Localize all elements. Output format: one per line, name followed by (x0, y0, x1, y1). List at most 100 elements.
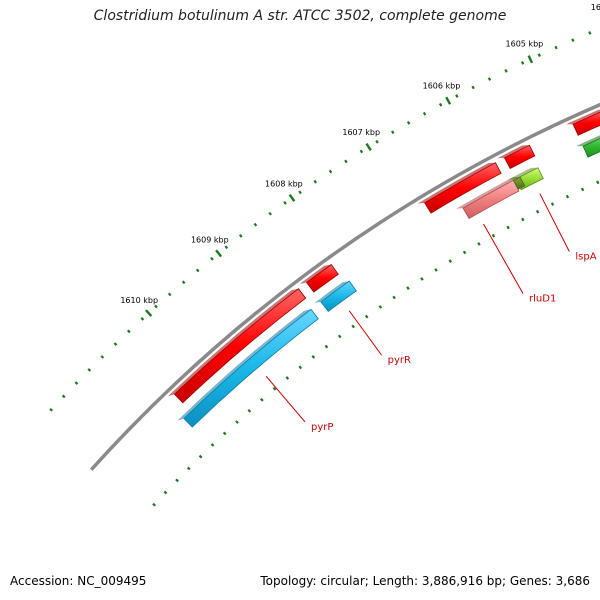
major-tick (288, 193, 296, 202)
gene-leader-line (265, 375, 306, 423)
minor-tick (167, 292, 172, 297)
tick-label: 1608 kbp (265, 180, 303, 189)
inner-tick (406, 286, 410, 290)
inner-tick (163, 490, 168, 495)
minor-tick (422, 111, 427, 116)
cog-lspa-dark (512, 176, 526, 190)
accession-text: Accession: NC_009495 (10, 574, 147, 588)
inner-tick (506, 225, 510, 230)
minor-tick (239, 234, 243, 238)
inner-tick (210, 443, 215, 447)
major-tick (527, 55, 534, 64)
tick-label: 1604 kbp (591, 3, 600, 12)
cog-rlud1-edge (456, 180, 514, 209)
cog-rlud1 (462, 179, 520, 220)
inner-tick (364, 314, 369, 319)
major-tick (445, 96, 452, 105)
minor-tick (181, 280, 186, 285)
minor-tick (520, 61, 525, 65)
inner-tick (491, 233, 496, 238)
gene-arrow-pyrr (306, 263, 339, 293)
cog-cbo1474 (582, 138, 600, 158)
inner-tick (272, 386, 277, 391)
tick-label: 1605 kbp (506, 40, 544, 49)
minor-tick (154, 304, 158, 309)
gene-leader-line (483, 223, 524, 294)
inner-tick (550, 202, 555, 206)
minor-tick (140, 317, 145, 321)
inner-tick (285, 376, 290, 380)
minor-tick (471, 85, 475, 90)
gene-arrow-rlud1 (424, 162, 502, 214)
inner-tick (298, 365, 303, 370)
inner-tick (434, 268, 438, 272)
inner-tick (152, 502, 156, 507)
gene-arrow-pyrp (173, 288, 307, 404)
inner-tick (222, 431, 227, 436)
cog-lspa-dark-edge (506, 176, 521, 181)
minor-tick (283, 201, 287, 205)
minor-tick (554, 45, 558, 50)
inner-tick (378, 305, 383, 309)
minor-tick (61, 394, 66, 399)
minor-tick (49, 408, 53, 412)
minor-tick (391, 130, 395, 135)
gene-label-lspa[interactable]: lspA (575, 252, 596, 263)
minor-tick (195, 268, 200, 273)
inner-tick (311, 355, 316, 359)
inner-tick (477, 242, 481, 246)
gene-label-pyrr[interactable]: pyrR (388, 355, 411, 366)
inner-tick (392, 295, 396, 300)
inner-tick (175, 478, 179, 483)
minor-tick (74, 381, 79, 385)
tick-label: 1609 kbp (191, 235, 229, 244)
inner-tick (260, 397, 264, 402)
minor-tick (504, 69, 508, 73)
minor-tick (87, 368, 92, 372)
tick-label: 1610 kbp (120, 296, 158, 305)
tick-label: 1606 kbp (423, 81, 461, 90)
minor-tick (268, 211, 272, 216)
minor-tick (298, 190, 302, 195)
tick-label: 1607 kbp (342, 128, 380, 137)
inner-tick (351, 324, 355, 329)
minor-tick (588, 31, 592, 35)
minor-tick (406, 121, 411, 125)
genome-stats-text: Topology: circular; Length: 3,886,916 bp… (260, 574, 590, 588)
inner-tick (448, 259, 452, 263)
minor-tick (375, 139, 379, 144)
minor-tick (359, 149, 364, 154)
gene-leader-line (348, 310, 383, 356)
inner-tick (565, 194, 570, 199)
minor-tick (537, 53, 541, 57)
minor-tick (313, 179, 317, 184)
gene-arrow-cbo1474 (572, 111, 600, 136)
gene-arrow-rlud1-edge (417, 162, 496, 204)
gene-label-pyrp[interactable]: pyrP (311, 422, 333, 433)
gene-arrow-lspa-edge (497, 145, 530, 159)
minor-tick (127, 329, 131, 334)
gene-leader-line (539, 193, 570, 252)
inner-tick (235, 420, 239, 424)
inner-tick (247, 408, 252, 413)
inner-tick (535, 209, 540, 214)
minor-tick (253, 222, 258, 227)
minor-tick (487, 77, 492, 81)
major-tick (145, 309, 153, 317)
genome-backbone (90, 102, 600, 471)
minor-tick (100, 355, 105, 359)
gene-label-rlud1[interactable]: rluD1 (529, 294, 556, 305)
minor-tick (210, 256, 214, 261)
minor-tick (224, 245, 229, 250)
map-title: Clostridium botulinum A str. ATCC 3502, … (93, 8, 507, 24)
inner-tick (198, 454, 203, 459)
inner-tick (337, 334, 342, 339)
gene-arrow-pyrr-edge (299, 264, 332, 284)
minor-tick (113, 342, 118, 346)
cog-pyrr-edge (314, 281, 350, 304)
minor-tick (455, 94, 459, 98)
minor-tick (571, 38, 575, 42)
gene-arrow-lspa (503, 144, 536, 170)
cog-lspa-edge (508, 167, 538, 180)
